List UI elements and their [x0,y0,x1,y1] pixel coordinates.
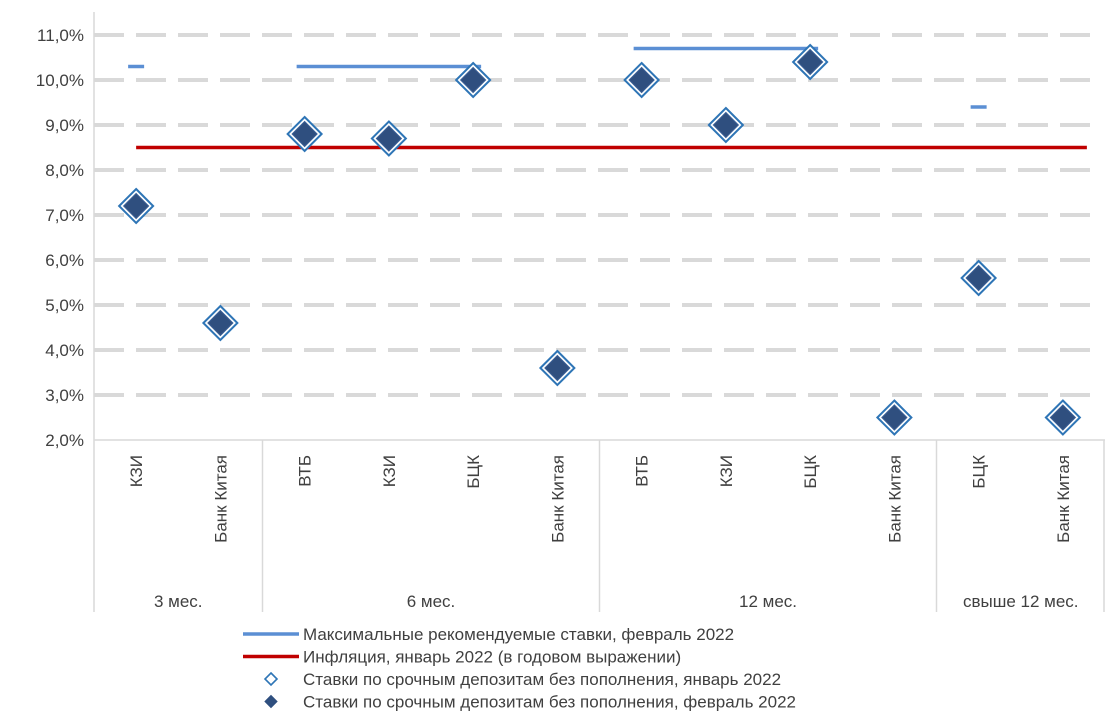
x-category-label: КЗИ [127,455,146,487]
x-category-label: Банк Китая [885,455,904,543]
legend-swatch-filled-diamond [264,694,278,709]
x-category-label: КЗИ [717,455,736,487]
feb-rate-marker [881,404,908,431]
y-tick-label: 6,0% [45,251,84,270]
legend-swatch-hollow-diamond [263,671,279,687]
feb-rate-marker [712,111,740,139]
y-tick-labels: 2,0% 3,0% 4,0% 5,0% 6,0% 7,0% 8,0% 9,0% 10,0% 11,… [36,26,84,450]
y-tick-label: 2,0% [45,431,84,450]
x-category-label: Банк Китая [1054,455,1073,543]
feb-rate-marker [1049,404,1077,431]
y-tick-label: 3,0% [45,386,84,405]
y-tick-label: 7,0% [45,206,84,225]
feb-rate-marker [628,66,655,94]
x-group-label: свыше 12 мес. [963,592,1079,611]
y-tick-label: 10,0% [36,71,84,90]
feb-rate-marker [122,192,150,220]
x-category-label: Банк Китая [548,455,567,543]
x-category-label: БЦК [464,455,483,489]
y-tick-label: 11,0% [37,26,84,45]
x-category-label: ВТБ [296,455,315,487]
x-group-label: 6 мес. [407,592,456,611]
feb-rate-marker [544,354,571,382]
legend-label: Максимальные рекомендуемые ставки, февра… [303,625,734,644]
feb-rate-marker [375,125,403,152]
legend-label: Инфляция, январь 2022 (в годовом выражен… [303,648,681,667]
series [117,43,1087,436]
x-category-labels: КЗИ Банк Китая ВТБ КЗИ БЦК Банк Китая ВТБ КЗИ БЦ… [127,455,1073,543]
y-tick-label: 9,0% [45,116,84,135]
x-category-label: БЦК [801,455,820,489]
x-category-label: ВТБ [633,455,652,487]
legend-label: Ставки по срочным депозитам без пополнен… [303,693,796,712]
x-group-labels: 3 мес. 6 мес. 12 мес. свыше 12 мес. [154,592,1079,611]
x-category-label: БЦК [970,455,989,489]
y-tick-label: 8,0% [45,161,84,180]
y-tick-label: 4,0% [45,341,84,360]
feb-rate-marker [965,264,992,292]
legend: Максимальные рекомендуемые ставки, февра… [243,625,796,712]
feb-rate-marker [207,309,234,337]
feb-rate-marker [459,66,487,94]
feb-rate-marker [796,48,824,76]
x-group-label: 12 мес. [739,592,797,611]
axes [93,12,1105,612]
feb-rate-marker [291,120,318,148]
grid-lines [94,33,1093,397]
x-category-label: КЗИ [380,455,399,487]
y-tick-label: 5,0% [45,296,84,315]
x-category-label: Банк Китая [211,455,230,543]
legend-label: Ставки по срочным депозитам без пополнен… [303,670,781,689]
x-group-label: 3 мес. [154,592,203,611]
